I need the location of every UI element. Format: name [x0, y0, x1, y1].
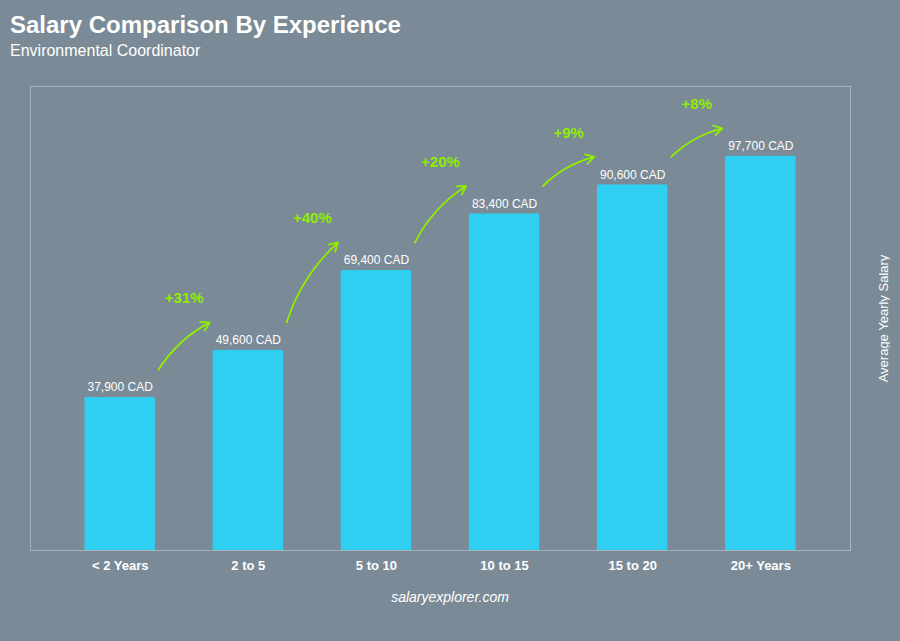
html-text:Salary Comparison By Experienc: Salary Comparison By Experience — [10, 11, 401, 38]
svg-text:15 to 20: 15 to 20 — [608, 558, 656, 573]
svg-text:+40%: +40% — [293, 209, 332, 226]
svg-text:49,600 CAD: 49,600 CAD — [216, 333, 282, 347]
svg-text:+9%: +9% — [553, 124, 583, 141]
svg-text:+20%: +20% — [421, 153, 460, 170]
svg-text:Average Yearly Salary: Average Yearly Salary — [876, 254, 891, 382]
svg-text:5 to 10: 5 to 10 — [356, 558, 397, 573]
svg-text:90,600 CAD: 90,600 CAD — [600, 168, 666, 182]
svg-text:10 to 15: 10 to 15 — [480, 558, 528, 573]
svg-text:83,400 CAD: 83,400 CAD — [472, 197, 538, 211]
svg-text:< 2 Years: < 2 Years — [92, 558, 149, 573]
svg-text:20+ Years: 20+ Years — [731, 558, 791, 573]
svg-text:2 to 5: 2 to 5 — [231, 558, 265, 573]
svg-text:97,700 CAD: 97,700 CAD — [728, 139, 794, 153]
svg-text:69,400 CAD: 69,400 CAD — [344, 253, 410, 267]
svg-text:37,900 CAD: 37,900 CAD — [88, 380, 154, 394]
html-text:salaryexplorer.com: salaryexplorer.com — [391, 589, 509, 605]
svg-text:+31%: +31% — [165, 289, 204, 306]
html-text:Environmental Coordinator: Environmental Coordinator — [10, 42, 201, 59]
svg-text:+8%: +8% — [682, 95, 712, 112]
